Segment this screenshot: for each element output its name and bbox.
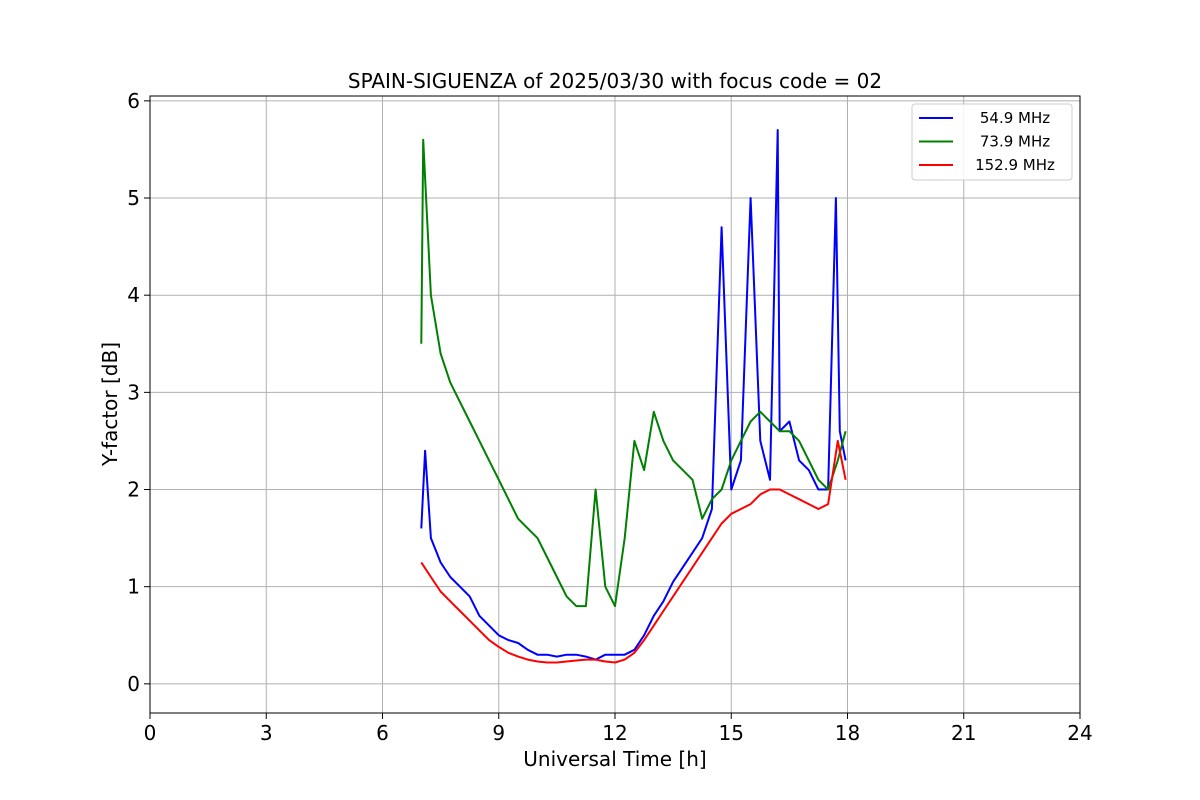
x-tick-label: 24 [1067, 721, 1092, 745]
x-tick-label: 12 [602, 721, 627, 745]
y-tick-label: 3 [127, 380, 140, 404]
x-tick-label: 6 [376, 721, 389, 745]
y-tick-label: 6 [127, 89, 140, 113]
legend-box [911, 103, 1073, 181]
y-tick-label: 1 [127, 575, 140, 599]
x-tick-label: 0 [144, 721, 157, 745]
legend: 54.9 MHz 73.9 MHz 152.9 MHz [911, 103, 1073, 181]
series-line-73_9-mhz [420, 138, 847, 608]
y-tick-label: 5 [127, 186, 140, 210]
series-line-54_9-mhz [420, 129, 847, 661]
chart-title: SPAIN-SIGUENZA of 2025/03/30 with focus … [348, 69, 882, 93]
legend-label: 73.9 MHz [980, 133, 1050, 151]
y-tick-label: 2 [127, 478, 140, 502]
x-axis-label: Universal Time [h] [523, 747, 706, 771]
x-tick-label: 9 [492, 721, 505, 745]
legend-label: 152.9 MHz [975, 156, 1055, 174]
legend-label: 54.9 MHz [980, 109, 1050, 127]
x-tick-label: 21 [951, 721, 976, 745]
series-line-152_9-mhz [420, 439, 847, 664]
y-axis-label: Y-factor [dB] [98, 342, 122, 467]
x-tick-label: 15 [719, 721, 744, 745]
series-lines [420, 129, 847, 664]
x-tick-label: 18 [835, 721, 860, 745]
y-tick-label: 4 [127, 283, 140, 307]
y-tick-label: 0 [127, 672, 140, 696]
x-tick-label: 3 [260, 721, 273, 745]
